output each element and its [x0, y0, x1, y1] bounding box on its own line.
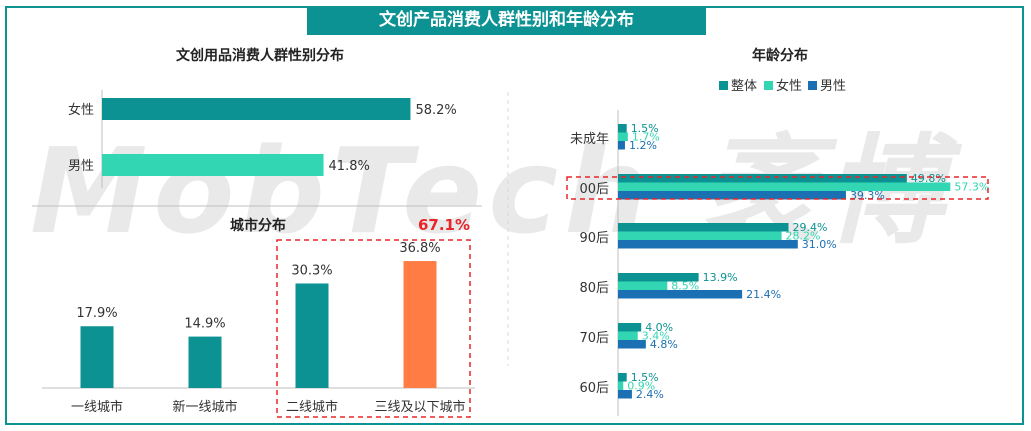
age-bar — [618, 290, 743, 299]
gender-value-label: 41.8% — [329, 159, 370, 174]
age-bar — [618, 223, 789, 232]
age-category-label: 60后 — [579, 381, 609, 396]
city-highlight-annotation: 67.1% — [418, 216, 470, 234]
gender-category-label: 男性 — [68, 159, 94, 174]
city-category-label: 新一线城市 — [172, 399, 237, 415]
age-value-label: 1.5% — [631, 371, 659, 384]
age-value-label: 28.2% — [786, 230, 821, 243]
age-bar — [618, 281, 668, 290]
city-category-label: 三线及以下城市 — [374, 399, 465, 415]
age-value-label: 0.9% — [627, 380, 655, 393]
city-category-label: 二线城市 — [286, 399, 338, 415]
city-value-label: 14.9% — [184, 317, 225, 332]
age-bar — [618, 340, 646, 349]
age-bar — [618, 231, 782, 240]
age-chart-title: 年龄分布 — [752, 47, 808, 64]
age-highlight-box — [566, 176, 989, 200]
age-bar — [618, 174, 907, 183]
age-bar — [618, 390, 632, 399]
age-bar — [618, 191, 846, 200]
age-category-label: 未成年 — [570, 132, 609, 147]
age-value-label: 29.4% — [793, 221, 828, 234]
gender-bar — [102, 154, 324, 176]
age-bar — [618, 273, 699, 282]
city-value-label: 36.8% — [399, 241, 440, 256]
age-value-label: 4.8% — [650, 338, 678, 351]
city-bar — [188, 336, 222, 388]
gender-chart-title: 文创用品消费人群性别分布 — [176, 47, 344, 64]
city-bar — [403, 261, 437, 388]
main-title: 文创产品消费人群性别和年龄分布 — [307, 6, 706, 35]
gender-category-label: 女性 — [68, 102, 94, 118]
age-bar — [618, 124, 627, 133]
age-category-label: 90后 — [579, 231, 609, 246]
age-value-label: 13.9% — [703, 271, 738, 284]
age-bar — [618, 240, 798, 249]
city-highlight-box — [276, 239, 471, 418]
age-legend-label: 男性 — [820, 79, 846, 94]
age-bar — [618, 373, 627, 382]
age-value-label: 57.3% — [954, 181, 989, 194]
age-legend-swatch — [808, 81, 817, 90]
age-value-label: 4.0% — [645, 321, 673, 334]
age-legend-swatch — [719, 81, 728, 90]
age-category-label: 00后 — [579, 182, 609, 197]
age-legend-label: 整体 — [731, 79, 757, 94]
city-bar — [295, 283, 329, 388]
age-bar — [618, 132, 628, 141]
age-value-label: 1.5% — [631, 122, 659, 135]
city-value-label: 30.3% — [291, 263, 332, 278]
age-bar — [618, 331, 638, 340]
city-category-label: 一线城市 — [71, 399, 123, 415]
age-value-label: 2.4% — [636, 388, 664, 401]
age-bar — [618, 323, 642, 332]
age-value-label: 39.3% — [850, 189, 885, 202]
age-value-label: 8.5% — [671, 280, 699, 293]
city-chart-title: 城市分布 — [230, 217, 286, 234]
age-bar — [618, 381, 624, 390]
age-legend-swatch — [764, 81, 773, 90]
age-value-label: 1.2% — [629, 139, 657, 152]
gender-value-label: 58.2% — [415, 103, 456, 118]
age-legend-label: 女性 — [776, 78, 802, 94]
age-category-label: 70后 — [579, 331, 609, 346]
age-bar — [618, 141, 625, 150]
city-bar — [80, 326, 114, 388]
age-value-label: 31.0% — [802, 238, 837, 251]
age-category-label: 80后 — [579, 281, 609, 296]
gender-bar — [102, 98, 411, 120]
age-value-label: 49.8% — [911, 172, 946, 185]
age-bar — [618, 182, 951, 191]
age-value-label: 21.4% — [746, 288, 781, 301]
age-value-label: 3.4% — [642, 330, 670, 343]
age-value-label: 1.7% — [632, 131, 660, 144]
city-value-label: 17.9% — [76, 306, 117, 321]
